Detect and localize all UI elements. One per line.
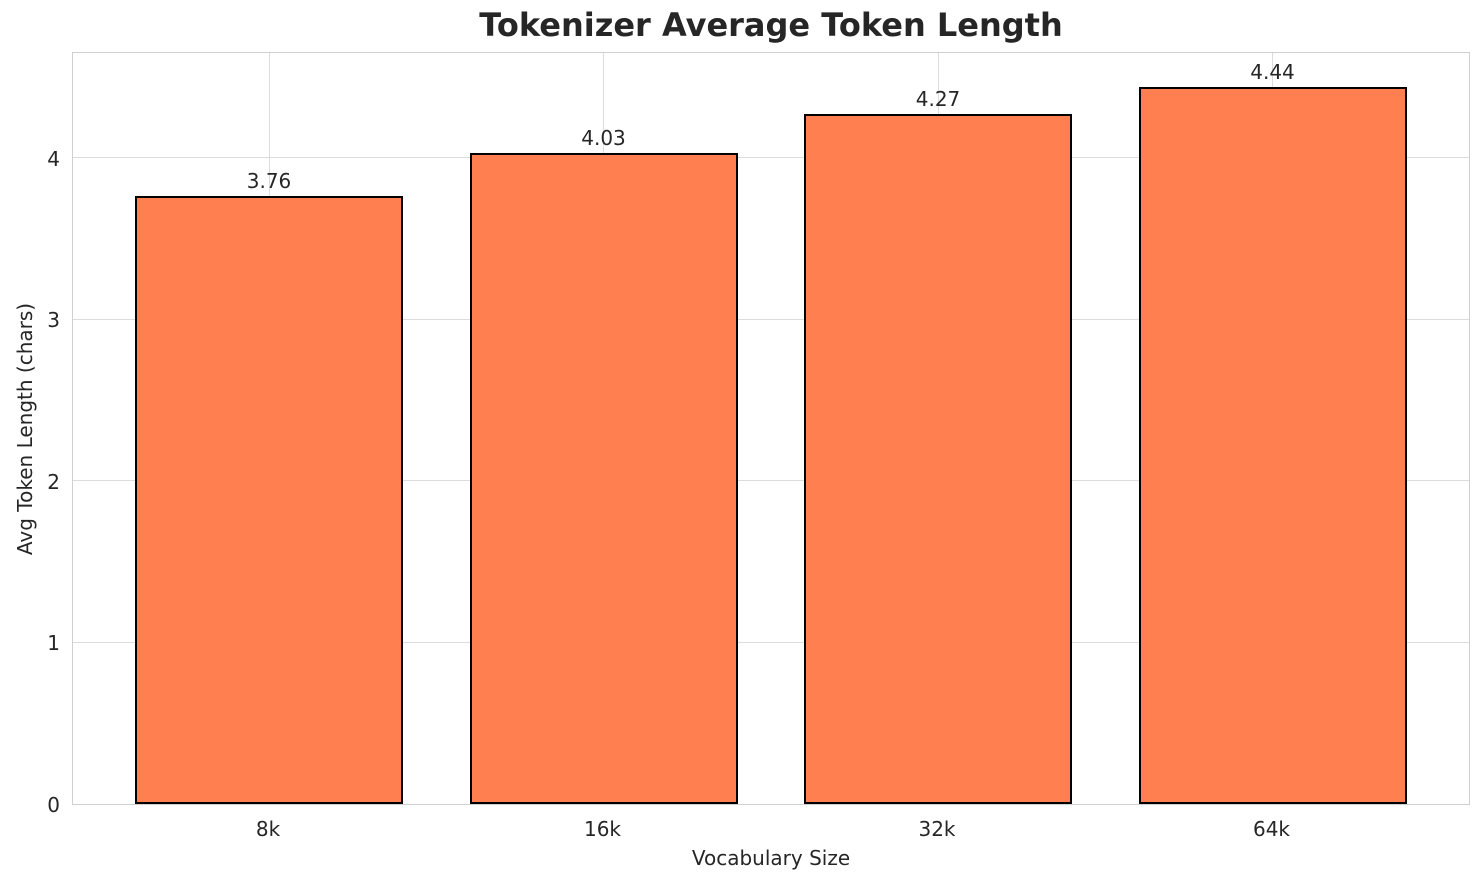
bar-value-label: 3.76 [246, 169, 292, 194]
y-axis-label: Avg Token Length (chars) [13, 302, 37, 556]
x-tick-label: 32k [918, 817, 956, 841]
plot-area: 3.76 4.03 4.27 4.44 [72, 52, 1470, 805]
y-tick-label: 3 [47, 308, 60, 333]
bar [135, 196, 403, 804]
y-tick-label: 1 [47, 631, 60, 656]
bar [804, 114, 1072, 804]
y-gridline [73, 318, 1469, 320]
y-gridline [73, 157, 1469, 159]
y-tick-label: 0 [47, 793, 60, 817]
y-gridline [73, 480, 1469, 482]
y-tick-label: 2 [47, 469, 60, 494]
bar [469, 152, 738, 804]
x-axis-label: Vocabulary Size [691, 846, 851, 870]
bar-value-label: 4.44 [1250, 59, 1295, 84]
y-gridline [73, 641, 1469, 643]
x-tick-label: 8k [255, 817, 281, 841]
bar-value-label: 4.03 [581, 125, 626, 150]
x-tick-label: 16k [583, 817, 622, 841]
bar [1138, 86, 1407, 804]
y-tick-label: 4 [47, 146, 60, 171]
bar-value-label: 4.27 [915, 87, 961, 112]
x-tick-label: 64k [1252, 817, 1291, 841]
chart-title: Tokenizer Average Token Length [479, 6, 1063, 44]
